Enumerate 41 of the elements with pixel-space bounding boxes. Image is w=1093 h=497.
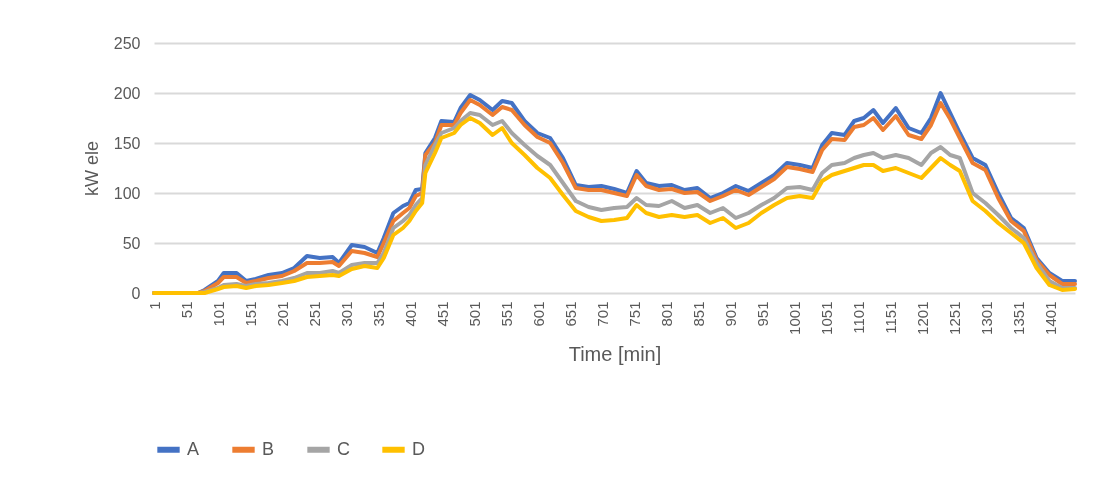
x-tick-label: 401 xyxy=(401,301,419,327)
y-tick-label: 250 xyxy=(113,34,141,52)
legend-label: B xyxy=(262,438,275,459)
x-tick-label: 201 xyxy=(273,301,291,327)
y-tick-label: 0 xyxy=(131,284,141,302)
x-tick-label: 1 xyxy=(145,301,163,310)
x-tick-label: 351 xyxy=(369,301,387,327)
x-tick-label: 1151 xyxy=(881,301,899,334)
x-tick-label: 1201 xyxy=(913,301,931,335)
x-tick-label: 751 xyxy=(625,301,643,327)
x-tick-label: 501 xyxy=(465,301,483,327)
x-tick-label: 101 xyxy=(209,301,227,327)
x-tick-label: 901 xyxy=(721,301,739,327)
x-tick-label: 451 xyxy=(433,301,451,327)
x-tick-label: 801 xyxy=(657,301,675,327)
x-axis-title: Time [min] xyxy=(568,342,662,365)
x-tick-label: 1051 xyxy=(817,301,835,335)
x-tick-label: 301 xyxy=(337,301,355,327)
x-tick-label: 601 xyxy=(529,301,547,327)
legend-label: A xyxy=(187,438,200,459)
x-tick-label: 51 xyxy=(177,301,195,319)
x-tick-label: 701 xyxy=(593,301,611,327)
y-tick-label: 100 xyxy=(113,184,141,202)
x-tick-label: 551 xyxy=(497,301,515,327)
x-tick-label: 1251 xyxy=(945,301,963,335)
x-tick-label: 1401 xyxy=(1041,301,1059,335)
x-tick-label: 1301 xyxy=(977,301,995,335)
x-tick-label: 251 xyxy=(305,301,323,327)
y-tick-label: 50 xyxy=(122,234,141,252)
legend-label: C xyxy=(337,438,350,459)
x-tick-label: 651 xyxy=(561,301,579,327)
x-tick-label: 951 xyxy=(753,301,771,327)
y-tick-label: 150 xyxy=(113,134,141,152)
x-tick-label: 151 xyxy=(241,301,259,327)
x-tick-label: 1001 xyxy=(785,301,803,335)
x-tick-label: 851 xyxy=(689,301,707,327)
y-tick-label: 200 xyxy=(113,84,141,102)
legend-label: D xyxy=(412,438,425,459)
x-tick-label: 1101 xyxy=(849,301,867,334)
x-tick-label: 1351 xyxy=(1009,301,1027,335)
y-axis-title: kW ele xyxy=(81,140,102,197)
